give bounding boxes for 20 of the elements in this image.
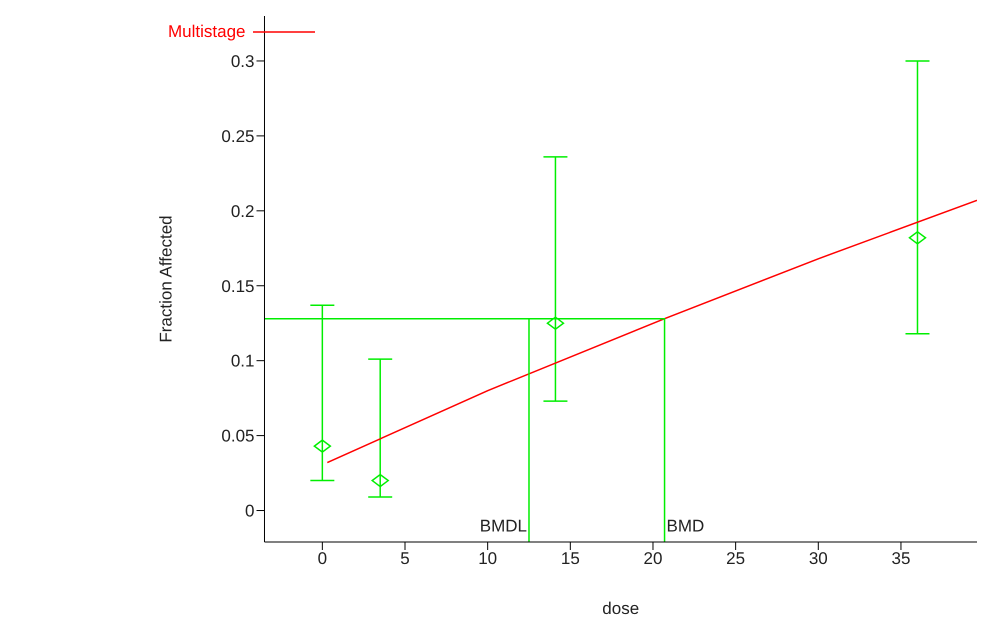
x-tick-label: 35: [891, 549, 910, 568]
x-tick-label: 10: [478, 549, 498, 568]
y-tick-label: 0.15: [221, 276, 254, 296]
x-tick-label: 30: [808, 549, 828, 568]
y-tick-label: 0: [245, 502, 254, 521]
y-tick-label: 0.1: [230, 352, 254, 371]
y-tick-label: 0.25: [221, 126, 254, 146]
y-axis-title: Fraction Affected: [156, 215, 176, 343]
y-tick-label: 0.05: [221, 426, 254, 446]
legend-label: Multistage: [168, 22, 246, 42]
annotation: BMDL: [480, 516, 527, 536]
x-tick-label: 15: [560, 549, 580, 568]
x-tick-label: 5: [400, 549, 410, 568]
x-tick-label: 25: [726, 549, 746, 568]
y-tick-label: 0.2: [230, 202, 254, 221]
x-tick-label: 20: [644, 549, 662, 568]
annotation: BMD: [666, 516, 704, 536]
x-tick-label: 0: [318, 549, 328, 568]
x-axis-title: dose: [602, 599, 640, 618]
y-tick-label: 0.3: [230, 52, 254, 71]
